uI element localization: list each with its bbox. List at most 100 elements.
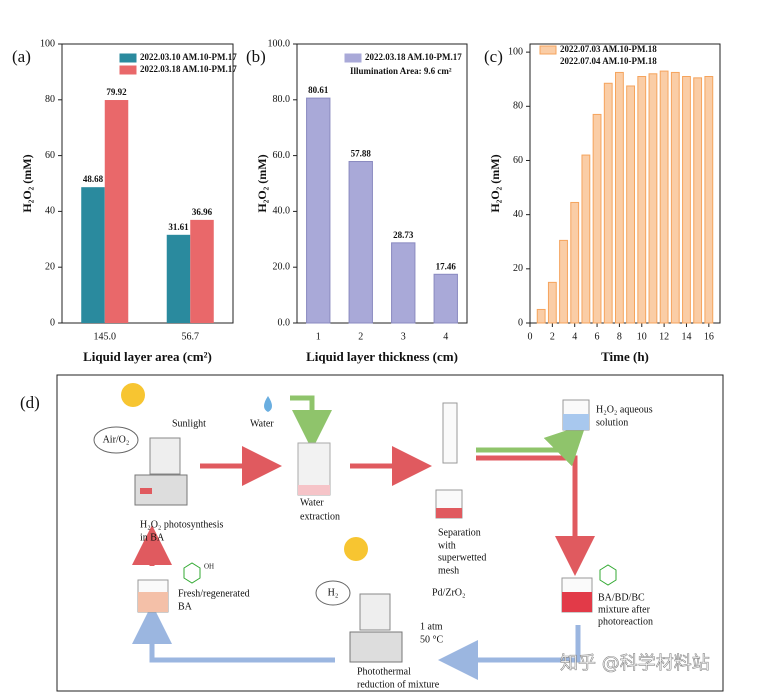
bar	[626, 85, 635, 324]
diagram-label: Water	[250, 418, 274, 429]
diagram-label: H₂O₂ aqueous	[596, 404, 653, 415]
diagram-label: reduction of mixture	[357, 679, 440, 690]
y-tick-label: 0.0	[278, 317, 291, 328]
bar	[615, 71, 624, 324]
y-tick-label: 100.0	[268, 38, 291, 49]
panel-label: (b)	[246, 47, 266, 66]
legend-swatch	[119, 53, 137, 63]
diagram-label: 1 atm	[420, 621, 443, 632]
annotation: Illumination Area: 9.6 cm²	[350, 66, 452, 76]
diagram-label: with	[438, 540, 456, 551]
diagram-label: mesh	[438, 565, 459, 576]
y-tick-label: 40	[513, 209, 523, 220]
y-tick-label: 40	[45, 206, 55, 217]
y-tick-label: 40.0	[273, 206, 291, 217]
bar	[81, 187, 105, 323]
x-tick-label: 10	[637, 331, 647, 342]
diagram-label: 知乎 @科学材料站	[560, 653, 710, 674]
bar	[581, 154, 591, 324]
y-tick-label: 0	[518, 317, 523, 328]
bar	[682, 76, 691, 324]
bar	[670, 71, 680, 324]
diagram-label: extraction	[300, 511, 340, 522]
plot-frame	[296, 43, 468, 324]
y-tick-label: 20	[45, 261, 55, 272]
data-label: 17.46	[436, 261, 457, 271]
x-tick-label: 14	[681, 331, 691, 342]
y-tick-label: 20.0	[273, 261, 291, 272]
data-label: 79.92	[106, 87, 127, 97]
diagram-label: superwetted	[438, 552, 486, 563]
x-axis-label: Liquid layer thickness (cm)	[306, 349, 458, 364]
diagram-label: solution	[596, 417, 628, 428]
x-axis-label: Liquid layer area (cm²)	[83, 349, 212, 364]
x-tick-label: 0	[528, 331, 533, 342]
x-tick-label: 145.0	[94, 331, 117, 342]
x-tick-label: 56.7	[182, 331, 200, 342]
legend-label: 2022.03.10 AM.10-PM.17	[140, 52, 237, 62]
x-tick-label: 2	[358, 331, 363, 342]
bar	[592, 113, 602, 324]
diagram-label: Pd/ZrO₂	[432, 587, 466, 598]
data-label: 28.73	[393, 230, 414, 240]
bar	[348, 161, 373, 324]
legend-label: 2022.07.03 AM.10-PM.18	[560, 44, 657, 54]
bar	[693, 77, 703, 324]
y-tick-label: 60.0	[273, 150, 291, 161]
plot-frame	[529, 43, 721, 324]
y-tick-label: 100	[40, 38, 55, 49]
bar	[570, 201, 580, 324]
panel-label: (d)	[20, 393, 40, 412]
y-tick-label: 80	[513, 101, 523, 112]
diagram-label: mixture after	[598, 604, 651, 615]
bar	[648, 73, 658, 324]
y-tick-label: 60	[45, 150, 55, 161]
plot-frame	[61, 43, 234, 324]
y-tick-label: 0	[50, 317, 55, 328]
diagram-label: OH	[204, 563, 214, 571]
y-tick-label: 60	[513, 155, 523, 166]
legend-label: 2022.03.18 AM.10-PM.17	[365, 52, 462, 62]
x-tick-label: 3	[401, 331, 406, 342]
bar	[190, 219, 214, 323]
diagram-label: H₂O₂ photosynthesis	[140, 519, 223, 530]
bar	[559, 239, 568, 324]
y-tick-label: 100	[508, 46, 523, 57]
diagram-label: in BA	[140, 532, 165, 543]
x-axis-label: Time (h)	[601, 349, 649, 364]
diagram-label: Air/O₂	[103, 434, 130, 445]
x-tick-label: 8	[617, 331, 622, 342]
diagram-art	[56, 374, 724, 692]
x-tick-label: 16	[704, 331, 714, 342]
bar	[704, 76, 714, 324]
x-tick-label: 2	[550, 331, 555, 342]
y-axis-label: H₂O₂ (mM)	[20, 154, 34, 212]
y-tick-label: 80.0	[273, 94, 291, 105]
diagram-label: BA	[178, 601, 193, 612]
diagram-label: Sunlight	[172, 418, 206, 429]
bar	[536, 308, 546, 324]
bar	[433, 273, 458, 324]
diagram-label: photoreaction	[598, 616, 653, 627]
diagram-label: Separation	[438, 527, 481, 538]
legend-swatch	[119, 65, 137, 75]
x-tick-label: 6	[595, 331, 600, 342]
panel-label: (c)	[484, 47, 503, 66]
legend-label: 2022.03.18 AM.10-PM.17	[140, 64, 237, 74]
diagram-label: Fresh/regenerated	[178, 588, 250, 599]
bar	[104, 100, 129, 324]
bar	[306, 97, 331, 324]
y-tick-label: 80	[45, 94, 55, 105]
y-axis-label: H₂O₂ (mM)	[255, 154, 269, 212]
data-label: 80.61	[308, 85, 329, 95]
panel-label: (a)	[12, 47, 31, 66]
bar	[391, 242, 416, 324]
data-label: 31.61	[168, 222, 189, 232]
bar	[637, 76, 647, 324]
x-tick-label: 1	[316, 331, 321, 342]
legend-swatch	[539, 45, 557, 55]
bar	[166, 234, 191, 323]
legend-label: 2022.07.04 AM.10-PM.18	[560, 56, 657, 66]
bar	[603, 82, 613, 324]
